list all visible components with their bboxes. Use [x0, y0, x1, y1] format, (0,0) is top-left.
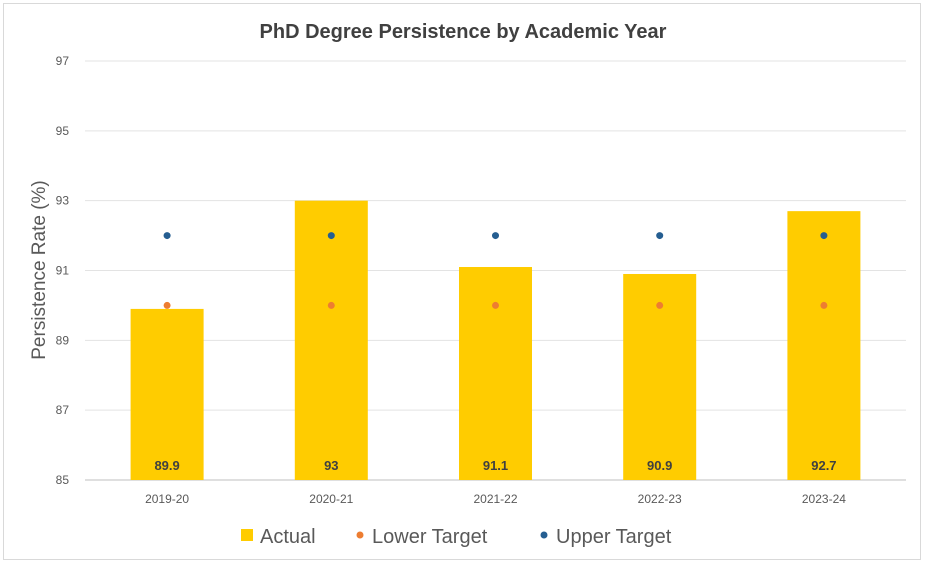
x-tick-label: 2022-23 — [638, 492, 682, 506]
gridlines — [85, 60, 906, 481]
target-point — [492, 301, 499, 309]
y-axis-ticks: 85 87 89 91 93 95 97 — [56, 54, 70, 487]
y-tick-label: 95 — [56, 124, 70, 138]
legend-swatch — [540, 531, 548, 539]
bar — [787, 211, 861, 480]
x-tick-label: 2021-22 — [473, 492, 517, 506]
data-labels: 89.9 93 91.1 90.9 92.7 — [154, 458, 836, 473]
target-point — [327, 232, 335, 240]
x-axis-ticks: 2019-20 2020-21 2021-22 2022-23 2023-24 — [145, 492, 846, 506]
legend-label: Actual — [260, 526, 316, 548]
legend-label: Upper Target — [556, 526, 672, 548]
bar — [130, 308, 204, 480]
target-point — [492, 232, 499, 240]
bar — [294, 200, 368, 480]
x-tick-label: 2019-20 — [145, 492, 189, 506]
y-axis-label: Persistence Rate (%) — [29, 180, 50, 360]
target-point — [163, 232, 171, 240]
legend: Actual Lower Target Upper Target — [241, 526, 672, 548]
bar — [459, 267, 532, 480]
target-point — [327, 301, 335, 309]
legend-swatch — [241, 529, 253, 541]
point-series — [163, 232, 828, 309]
data-label: 90.9 — [647, 458, 672, 473]
bar-series — [130, 200, 861, 480]
data-label: 92.7 — [811, 458, 836, 473]
target-point — [820, 301, 828, 309]
y-tick-label: 85 — [56, 473, 70, 487]
legend-swatch — [356, 531, 364, 539]
y-tick-label: 91 — [56, 264, 70, 278]
x-tick-label: 2020-21 — [309, 492, 353, 506]
y-tick-label: 93 — [56, 194, 70, 208]
chart-title: PhD Degree Persistence by Academic Year — [260, 21, 667, 43]
target-point — [656, 301, 664, 309]
data-label: 93 — [324, 458, 338, 473]
legend-label: Lower Target — [372, 526, 488, 548]
y-tick-label: 87 — [56, 403, 70, 417]
y-tick-label: 89 — [56, 333, 70, 347]
y-tick-label: 97 — [56, 54, 70, 68]
target-point — [163, 301, 171, 309]
x-tick-label: 2023-24 — [802, 492, 846, 506]
data-label: 91.1 — [483, 458, 508, 473]
target-point — [656, 232, 664, 240]
data-label: 89.9 — [154, 458, 179, 473]
target-point — [820, 232, 828, 240]
